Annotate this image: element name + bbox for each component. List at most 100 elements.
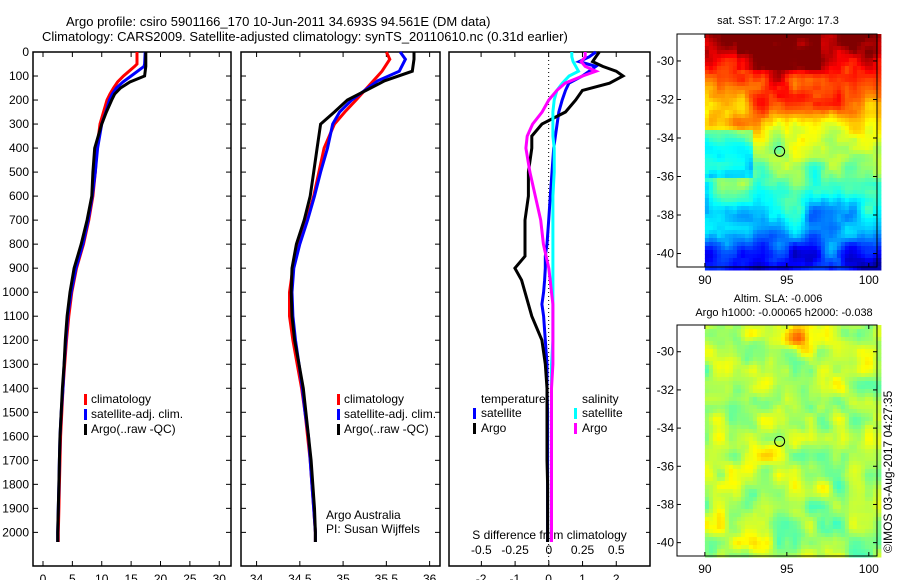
heatmap-cell bbox=[796, 505, 802, 510]
heatmap-cell bbox=[740, 78, 746, 83]
heatmap-cell bbox=[712, 222, 718, 227]
heatmap-cell bbox=[872, 242, 878, 247]
heatmap-cell bbox=[768, 210, 774, 215]
heatmap-cell bbox=[840, 441, 846, 446]
heatmap-cell bbox=[836, 226, 842, 231]
heatmap-cell bbox=[724, 453, 730, 458]
heatmap-cell bbox=[868, 381, 874, 386]
heatmap-cell bbox=[704, 397, 710, 402]
heatmap-cell bbox=[776, 517, 782, 522]
heatmap-cell bbox=[764, 134, 770, 139]
heatmap-cell bbox=[804, 238, 810, 243]
heatmap-cell bbox=[856, 94, 862, 99]
heatmap-cell bbox=[768, 50, 774, 55]
heatmap-cell bbox=[772, 170, 778, 175]
heatmap-cell bbox=[796, 46, 802, 51]
heatmap-cell bbox=[716, 142, 722, 147]
heatmap-cell bbox=[868, 389, 874, 394]
heatmap-cell bbox=[812, 445, 818, 450]
heatmap-cell bbox=[784, 126, 790, 131]
heatmap-cell bbox=[744, 218, 750, 223]
heatmap-cell bbox=[708, 58, 714, 63]
heatmap-cell bbox=[716, 58, 722, 63]
heatmap-cell bbox=[724, 385, 730, 390]
heatmap-cell bbox=[792, 138, 798, 143]
heatmap-cell bbox=[756, 62, 762, 67]
heatmap-cell bbox=[868, 429, 874, 434]
heatmap-cell bbox=[868, 501, 874, 506]
heatmap-cell bbox=[788, 457, 794, 462]
heatmap-cell bbox=[876, 505, 882, 510]
heatmap-cell bbox=[740, 517, 746, 522]
heatmap-cell bbox=[720, 353, 726, 358]
heatmap-cell bbox=[724, 437, 730, 442]
heatmap-cell bbox=[728, 405, 734, 410]
heatmap-cell bbox=[716, 74, 722, 79]
heatmap-cell bbox=[732, 114, 738, 119]
heatmap-cell bbox=[816, 90, 822, 95]
heatmap-cell bbox=[800, 230, 806, 235]
y-tick-label: 1500 bbox=[2, 405, 29, 419]
heatmap-cell bbox=[764, 46, 770, 51]
heatmap-cell bbox=[876, 98, 882, 103]
heatmap-cell bbox=[732, 106, 738, 111]
heatmap-cell bbox=[740, 421, 746, 426]
heatmap-cell bbox=[740, 82, 746, 87]
heatmap-cell bbox=[724, 230, 730, 235]
heatmap-cell bbox=[748, 86, 754, 91]
heatmap-cell bbox=[744, 337, 750, 342]
heatmap-cell bbox=[864, 230, 870, 235]
heatmap-cell bbox=[876, 385, 882, 390]
heatmap-cell bbox=[840, 377, 846, 382]
heatmap-cell bbox=[780, 485, 786, 490]
heatmap-cell bbox=[868, 78, 874, 83]
heatmap-cell bbox=[784, 357, 790, 362]
heatmap-cell bbox=[816, 74, 822, 79]
heatmap-cell bbox=[864, 226, 870, 231]
heatmap-cell bbox=[736, 353, 742, 358]
heatmap-cell bbox=[876, 54, 882, 59]
heatmap-cell bbox=[720, 110, 726, 115]
heatmap-cell bbox=[736, 453, 742, 458]
heatmap-cell bbox=[792, 393, 798, 398]
heatmap-cell bbox=[744, 461, 750, 466]
heatmap-cell bbox=[776, 238, 782, 243]
legend-swatch bbox=[337, 424, 340, 435]
heatmap-cell bbox=[828, 46, 834, 51]
heatmap-cell bbox=[876, 38, 882, 43]
heatmap-cell bbox=[708, 198, 714, 203]
heatmap-cell bbox=[756, 86, 762, 91]
heatmap-cell bbox=[760, 489, 766, 494]
heatmap-cell bbox=[860, 50, 866, 55]
heatmap-cell bbox=[764, 266, 770, 271]
heatmap-cell bbox=[800, 513, 806, 518]
heatmap-cell bbox=[876, 477, 882, 482]
heatmap-cell bbox=[840, 158, 846, 163]
heatmap-cell bbox=[780, 429, 786, 434]
heatmap-cell bbox=[868, 465, 874, 470]
heatmap-cell bbox=[868, 146, 874, 151]
heatmap-cell bbox=[852, 397, 858, 402]
heatmap-cell bbox=[860, 134, 866, 139]
heatmap-cell bbox=[768, 198, 774, 203]
heatmap-cell bbox=[812, 513, 818, 518]
heatmap-cell bbox=[852, 122, 858, 127]
heatmap-cell bbox=[856, 110, 862, 115]
heatmap-cell bbox=[704, 166, 710, 171]
heatmap-cell bbox=[844, 505, 850, 510]
heatmap-cell bbox=[784, 513, 790, 518]
heatmap-cell bbox=[704, 210, 710, 215]
heatmap-cell bbox=[864, 38, 870, 43]
heatmap-cell bbox=[704, 453, 710, 458]
heatmap-cell bbox=[732, 369, 738, 374]
heatmap-cell bbox=[800, 194, 806, 199]
heatmap-cell bbox=[736, 50, 742, 55]
heatmap-cell bbox=[768, 110, 774, 115]
heatmap-cell bbox=[844, 174, 850, 179]
heatmap-cell bbox=[708, 405, 714, 410]
heatmap-cell bbox=[824, 242, 830, 247]
heatmap-cell bbox=[704, 405, 710, 410]
heatmap-cell bbox=[708, 246, 714, 251]
heatmap-cell bbox=[876, 481, 882, 486]
heatmap-cell bbox=[848, 505, 854, 510]
